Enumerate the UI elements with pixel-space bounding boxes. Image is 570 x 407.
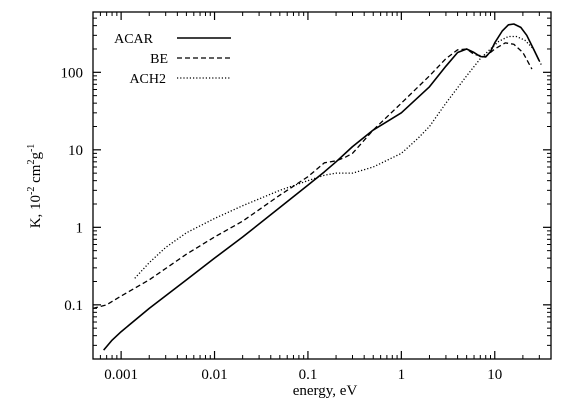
x-tick-label: 0.1 bbox=[299, 367, 318, 383]
x-tick-labels: 0.001 0.01 0.1 1 10 bbox=[104, 367, 502, 383]
y-tick-label: 1 bbox=[76, 220, 84, 236]
series-line-be bbox=[92, 42, 533, 309]
y-axis-title-exp3: -1 bbox=[26, 144, 37, 152]
legend-label-be: BE bbox=[150, 52, 168, 67]
y-axis-title-mid: cm bbox=[28, 164, 44, 186]
plot-series bbox=[92, 23, 543, 351]
y-axis-title-exp2: 2 bbox=[26, 160, 37, 165]
y-axis-title: K, 10-2 cm2g-1 bbox=[26, 144, 44, 229]
legend-label-ach2: ACH2 bbox=[129, 72, 166, 87]
legend-label-acar: ACAR bbox=[114, 32, 154, 47]
x-axis-title: energy, eV bbox=[293, 383, 358, 399]
x-tick-label: 10 bbox=[487, 367, 502, 383]
x-tick-label: 1 bbox=[398, 367, 406, 383]
series-line-ach2 bbox=[134, 35, 543, 279]
y-tick-label: 0.1 bbox=[64, 298, 83, 314]
y-tick-label: 100 bbox=[61, 65, 84, 81]
y-axis-title-mid2: g bbox=[28, 152, 44, 160]
y-axis-title-exp1: -2 bbox=[26, 187, 37, 195]
axis-ticks bbox=[93, 12, 551, 359]
y-axis-title-base: K, 10 bbox=[28, 195, 44, 228]
legend: ACAR BE ACH2 bbox=[114, 32, 231, 87]
series-line-acar bbox=[103, 23, 541, 351]
plot-frame bbox=[92, 11, 552, 360]
y-tick-labels: 0.1 1 10 100 bbox=[61, 65, 84, 314]
y-tick-label: 10 bbox=[68, 143, 83, 159]
x-tick-label: 0.01 bbox=[201, 367, 227, 383]
x-tick-label: 0.001 bbox=[104, 367, 138, 383]
